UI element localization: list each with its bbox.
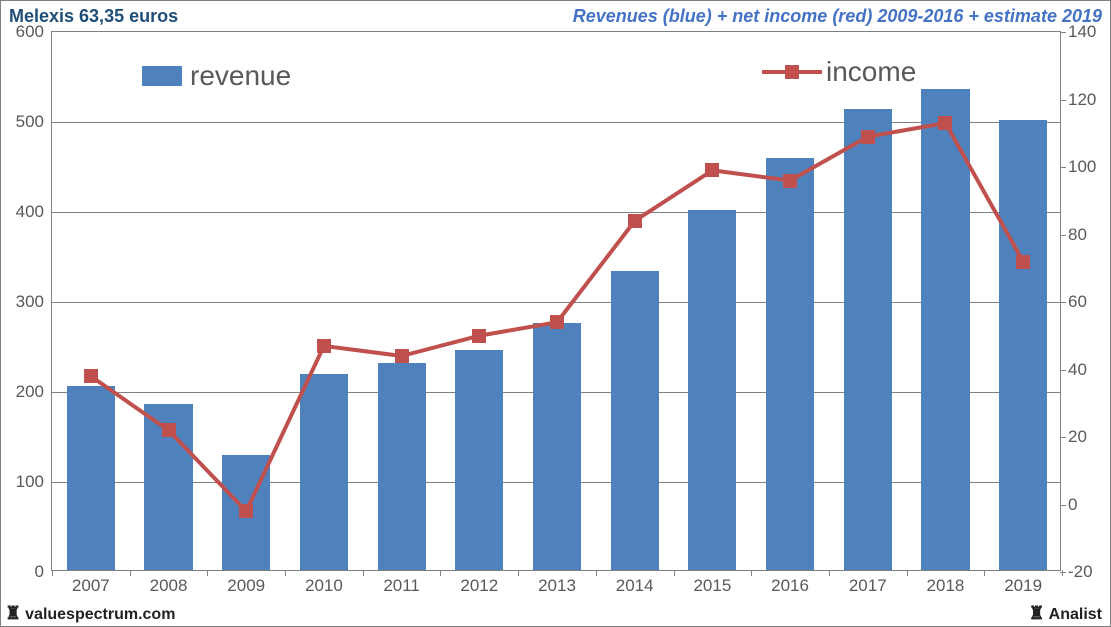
x-tick-mark: [751, 570, 752, 576]
legend-income-swatch: [762, 60, 822, 84]
bar-revenue: [766, 158, 814, 570]
legend-revenue: revenue: [142, 60, 291, 92]
y2-tick-label: 140: [1068, 22, 1108, 42]
rook-icon: ♜: [1029, 603, 1045, 623]
x-tick-mark: [363, 570, 364, 576]
legend-revenue-swatch: [142, 66, 182, 86]
income-marker: [239, 504, 253, 518]
rook-icon: ♜: [5, 603, 21, 623]
income-marker: [550, 315, 564, 329]
x-tick-mark: [984, 570, 985, 576]
y2-tick-label: -20: [1068, 562, 1108, 582]
x-tick-mark: [207, 570, 208, 576]
x-tick-label: 2015: [693, 576, 731, 596]
x-tick-label: 2011: [383, 576, 420, 596]
bar-revenue: [688, 210, 736, 570]
bar-revenue: [999, 120, 1047, 570]
y2-tick-mark: [1060, 235, 1066, 236]
plot-area: 0100200300400500600-20020406080100120140…: [51, 31, 1061, 571]
y2-tick-mark: [1060, 437, 1066, 438]
income-marker: [395, 349, 409, 363]
y2-tick-mark: [1060, 302, 1066, 303]
legend-income: income: [762, 56, 916, 88]
bar-revenue: [67, 386, 115, 571]
y1-tick-label: 500: [4, 112, 44, 132]
gridline: [52, 302, 1060, 303]
x-tick-label: 2009: [227, 576, 265, 596]
income-marker: [1016, 255, 1030, 269]
income-marker: [783, 174, 797, 188]
legend-revenue-label: revenue: [190, 60, 291, 92]
bar-revenue: [844, 109, 892, 570]
income-marker: [317, 339, 331, 353]
y2-tick-label: 60: [1068, 292, 1108, 312]
chart-title-right: Revenues (blue) + net income (red) 2009-…: [573, 6, 1102, 27]
income-marker: [705, 163, 719, 177]
chart-container: Melexis 63,35 euros Revenues (blue) + ne…: [0, 0, 1111, 627]
income-marker: [938, 116, 952, 130]
gridline: [52, 212, 1060, 213]
y2-tick-mark: [1060, 370, 1066, 371]
income-marker: [628, 214, 642, 228]
y2-tick-label: 100: [1068, 157, 1108, 177]
bar-revenue: [378, 363, 426, 570]
y1-tick-label: 100: [4, 472, 44, 492]
income-marker: [84, 369, 98, 383]
x-tick-mark: [829, 570, 830, 576]
x-tick-label: 2017: [849, 576, 887, 596]
footer-left-text: valuespectrum.com: [25, 606, 175, 623]
y1-tick-label: 0: [4, 562, 44, 582]
bar-revenue: [533, 323, 581, 571]
y2-tick-mark: [1060, 32, 1066, 33]
x-tick-mark: [1062, 570, 1063, 576]
footer-row: ♜valuespectrum.com ♜Analist: [5, 602, 1102, 624]
y2-tick-mark: [1060, 572, 1066, 573]
x-tick-mark: [285, 570, 286, 576]
x-tick-label: 2007: [72, 576, 110, 596]
x-tick-label: 2008: [150, 576, 188, 596]
y1-tick-label: 300: [4, 292, 44, 312]
income-marker: [162, 423, 176, 437]
x-tick-mark: [596, 570, 597, 576]
bar-revenue: [455, 350, 503, 571]
x-tick-label: 2019: [1004, 576, 1042, 596]
x-tick-mark: [907, 570, 908, 576]
y2-tick-label: 0: [1068, 495, 1108, 515]
x-tick-mark: [130, 570, 131, 576]
x-tick-label: 2010: [305, 576, 343, 596]
x-tick-label: 2013: [538, 576, 576, 596]
y1-tick-label: 600: [4, 22, 44, 42]
x-tick-mark: [518, 570, 519, 576]
gridline: [52, 122, 1060, 123]
x-tick-mark: [440, 570, 441, 576]
y2-tick-label: 120: [1068, 90, 1108, 110]
y2-tick-mark: [1060, 167, 1066, 168]
income-marker: [861, 130, 875, 144]
y2-tick-mark: [1060, 100, 1066, 101]
bar-revenue: [300, 374, 348, 570]
footer-right: ♜Analist: [1029, 603, 1102, 624]
x-tick-label: 2012: [460, 576, 498, 596]
x-tick-label: 2016: [771, 576, 809, 596]
x-tick-mark: [674, 570, 675, 576]
y2-tick-label: 80: [1068, 225, 1108, 245]
bar-revenue: [921, 89, 969, 571]
income-marker: [472, 329, 486, 343]
bar-revenue: [611, 271, 659, 570]
y1-tick-label: 400: [4, 202, 44, 222]
y2-tick-mark: [1060, 505, 1066, 506]
x-tick-label: 2018: [927, 576, 965, 596]
y1-tick-label: 200: [4, 382, 44, 402]
title-row: Melexis 63,35 euros Revenues (blue) + ne…: [9, 5, 1102, 27]
x-tick-mark: [52, 570, 53, 576]
x-tick-label: 2014: [616, 576, 654, 596]
legend-income-label: income: [826, 56, 916, 88]
y2-tick-label: 40: [1068, 360, 1108, 380]
footer-right-text: Analist: [1049, 606, 1102, 623]
y2-tick-label: 20: [1068, 427, 1108, 447]
footer-left: ♜valuespectrum.com: [5, 603, 175, 624]
